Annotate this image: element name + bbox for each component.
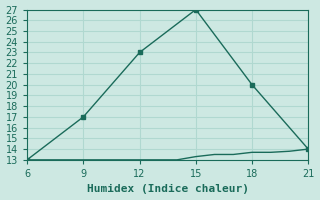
X-axis label: Humidex (Indice chaleur): Humidex (Indice chaleur) xyxy=(87,184,249,194)
